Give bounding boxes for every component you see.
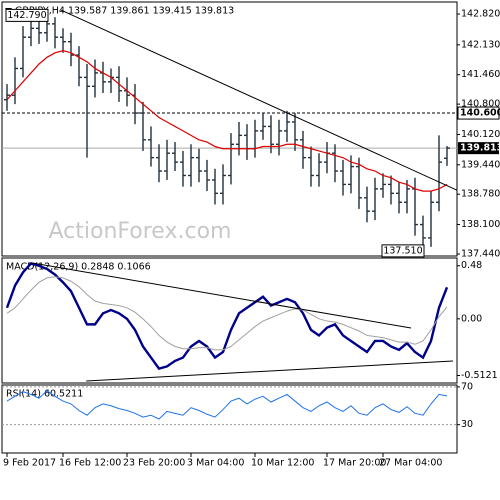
price-label: 137.510 <box>383 245 422 256</box>
y-tick-label: 0.00 <box>461 313 482 324</box>
y-tick-label: 140.120 <box>461 129 500 140</box>
y-tick-label: 141.460 <box>461 69 500 80</box>
y-tick-label: 140.800 <box>461 99 500 110</box>
panel-frame <box>1 257 458 384</box>
y-tick-label: 30 <box>461 419 473 430</box>
y-tick-label: -0.5121 <box>461 370 498 381</box>
x-tick-label: 23 Feb 20:00 <box>123 458 185 469</box>
y-tick-label: 137.440 <box>461 248 500 259</box>
indicator-line <box>6 390 448 420</box>
indicator-line <box>5 262 449 370</box>
last-price-box <box>458 142 499 155</box>
trend-line <box>60 9 458 191</box>
indicator-line <box>6 276 448 351</box>
y-tick-label: 142.820 <box>461 9 500 20</box>
y-tick-label: 142.130 <box>461 39 500 50</box>
last-price-label: 139.813 <box>460 143 500 154</box>
price-label-box <box>5 8 49 22</box>
watermark: ActionForex.com <box>49 219 232 244</box>
trend-line <box>30 262 412 329</box>
x-tick-label: 3 Mar 04:00 <box>187 458 244 469</box>
panel-title: RSI(14) 60.5211 <box>6 389 83 400</box>
panel-frame <box>1 1 458 257</box>
level-box <box>457 106 500 120</box>
moving-average <box>6 49 448 192</box>
price-label: 142.790 <box>7 10 46 21</box>
level-label: 140.600 <box>460 108 500 119</box>
panel-title: GBPJPY,H4 139.587 139.861 139.415 139.81… <box>15 6 234 17</box>
x-tick-label: 16 Feb 12:00 <box>59 458 121 469</box>
x-tick-label: 17 Mar 20:00 <box>323 458 386 469</box>
x-tick-label: 9 Feb 2017 <box>3 458 56 469</box>
x-tick-label: 27 Mar 04:00 <box>379 458 442 469</box>
y-tick-label: 0.48 <box>461 260 482 271</box>
x-tick-label: 10 Mar 12:00 <box>251 458 314 469</box>
panel-frame <box>1 384 458 454</box>
y-tick-label: 138.780 <box>461 189 500 200</box>
panel-title: MACD(12,26,9) 0.2848 0.1066 <box>6 262 151 273</box>
y-tick-label: 138.100 <box>461 219 500 230</box>
price-label-box <box>381 244 425 258</box>
y-tick-label: 70 <box>461 381 473 392</box>
trend-line <box>86 360 454 382</box>
y-tick-label: 139.440 <box>461 159 500 170</box>
